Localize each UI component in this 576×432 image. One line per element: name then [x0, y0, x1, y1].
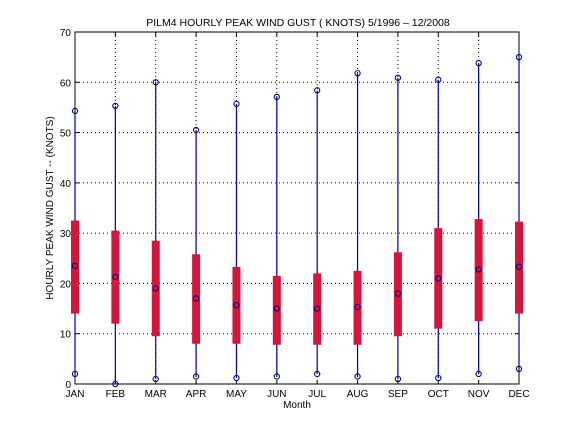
- y-tick-label: 70: [60, 28, 72, 39]
- box-jul: [313, 273, 322, 345]
- y-tick-label: 20: [60, 279, 72, 290]
- x-tick-label: DEC: [508, 389, 529, 400]
- min-marker-mar: [152, 375, 159, 383]
- x-axis-label: Month: [283, 400, 311, 411]
- x-tick-label: SEP: [388, 389, 408, 400]
- box-nov: [474, 219, 483, 322]
- min-marker-apr: [192, 373, 200, 380]
- min-marker-jun: [273, 373, 280, 380]
- box-sep: [393, 252, 402, 337]
- plot-frame: [74, 31, 520, 385]
- box-mar: [151, 240, 160, 337]
- y-tick-label: 30: [60, 229, 72, 240]
- min-marker-sep: [394, 375, 402, 383]
- mean-marker-feb: [112, 273, 119, 281]
- max-marker-jul: [314, 87, 321, 94]
- mean-marker-mar: [152, 285, 159, 292]
- x-tick-label: MAY: [226, 389, 247, 400]
- min-marker-jul: [314, 370, 321, 378]
- plot-area: 0 10 20 30 40 50 60 70 JAN FEB MAR APR MAY JUN JUL AUG S…: [60, 28, 530, 400]
- mean-marker-apr: [192, 295, 200, 302]
- y-tick-label: 40: [60, 179, 72, 190]
- max-marker-jun: [273, 93, 280, 101]
- box-jan: [71, 220, 79, 314]
- x-tick-label: APR: [186, 389, 207, 400]
- x-tick-label: JUL: [308, 389, 326, 400]
- y-tick-label: 50: [60, 129, 72, 140]
- max-marker-mar: [152, 79, 159, 86]
- min-marker-oct: [435, 374, 442, 382]
- x-tick-label: AUG: [347, 389, 369, 400]
- mean-marker-jun: [273, 305, 280, 312]
- min-marker-feb: [112, 380, 119, 388]
- max-marker-feb: [112, 102, 119, 110]
- x-tick-label: JUN: [267, 389, 286, 400]
- box-feb: [111, 230, 120, 324]
- y-tick-label: 0: [65, 380, 71, 391]
- mean-marker-jul: [314, 305, 321, 312]
- mean-marker-may: [233, 301, 240, 309]
- x-tick-label: NOV: [468, 389, 490, 400]
- x-tick-label: MAR: [145, 389, 167, 400]
- max-marker-jan: [71, 107, 79, 115]
- min-marker-nov: [475, 370, 482, 378]
- mean-marker-aug: [354, 303, 361, 311]
- box-may: [232, 266, 241, 344]
- box-apr: [192, 254, 201, 344]
- mean-marker-oct: [435, 275, 442, 282]
- min-marker-may: [233, 374, 240, 382]
- box-aug: [353, 270, 362, 345]
- min-marker-aug: [354, 373, 361, 380]
- max-marker-apr: [192, 126, 200, 134]
- max-marker-sep: [394, 74, 402, 81]
- x-tick-label: JAN: [66, 389, 85, 400]
- mean-marker-jan: [71, 262, 79, 269]
- chart-title: PILM4 HOURLY PEAK WIND GUST ( KNOTS) 5/1…: [146, 17, 450, 29]
- mean-marker-sep: [394, 290, 402, 297]
- box-dec: [515, 221, 523, 314]
- max-marker-may: [233, 100, 240, 108]
- box-oct: [434, 228, 443, 329]
- x-tick-label: FEB: [106, 389, 126, 400]
- min-marker-jan: [71, 370, 79, 378]
- mean-marker-nov: [475, 266, 482, 273]
- y-tick-label: 60: [60, 78, 72, 89]
- max-marker-nov: [475, 60, 482, 67]
- y-axis-label: HOURLY PEAK WIND GUST -- (KNOTS): [45, 116, 56, 299]
- box-jun: [272, 275, 281, 345]
- max-marker-dec: [515, 53, 523, 61]
- max-marker-oct: [435, 76, 442, 83]
- max-marker-aug: [354, 70, 361, 77]
- y-tick-label: 10: [60, 330, 72, 341]
- mean-marker-dec: [515, 263, 523, 270]
- x-tick-label: OCT: [428, 389, 449, 400]
- min-marker-dec: [515, 365, 523, 373]
